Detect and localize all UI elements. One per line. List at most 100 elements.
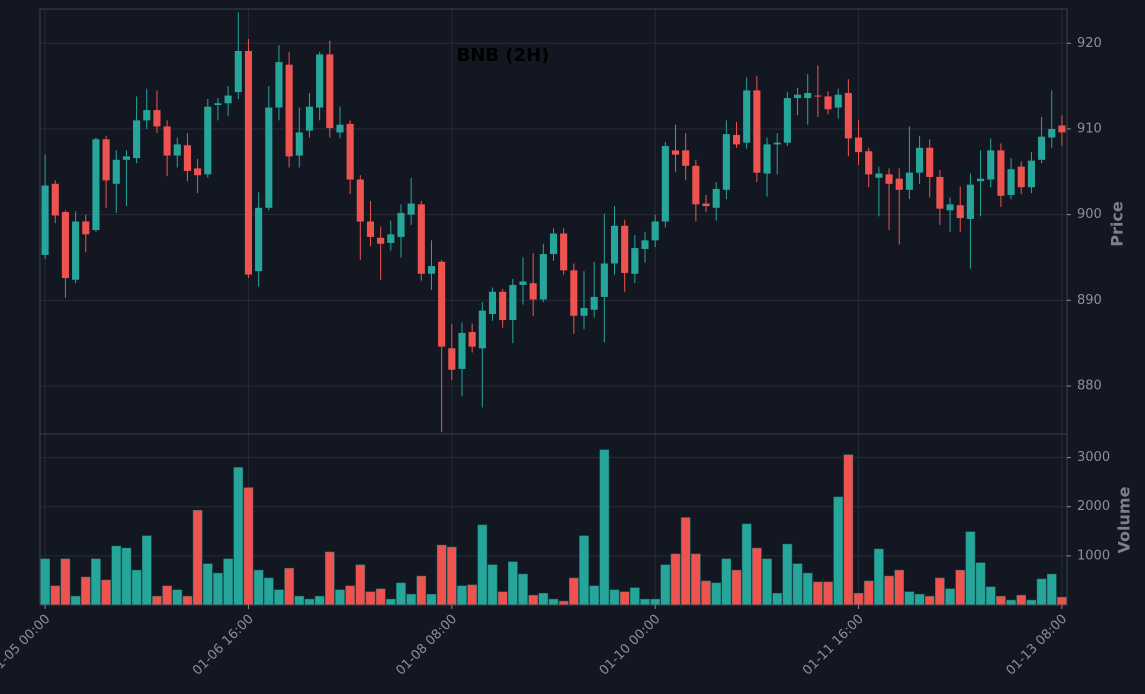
- volume-bar: [446, 546, 457, 606]
- candle-body: [204, 106, 212, 175]
- candle-body: [438, 261, 446, 347]
- candle-body: [600, 263, 608, 297]
- candle-body: [966, 184, 974, 219]
- volume-bar: [172, 589, 183, 606]
- candle-body: [926, 147, 934, 177]
- volume-bar: [904, 591, 915, 606]
- candle-body: [194, 168, 202, 176]
- candle-body: [356, 179, 364, 222]
- volume-bar: [40, 558, 50, 606]
- candle-body: [834, 94, 842, 108]
- volume-bar: [833, 496, 844, 606]
- volume-bar: [731, 569, 742, 606]
- volume-bar: [101, 579, 111, 606]
- volume-bar: [721, 558, 732, 606]
- candle-body: [936, 176, 944, 209]
- candle-body: [366, 221, 375, 237]
- volume-bar: [60, 558, 71, 606]
- candle-body: [173, 144, 181, 156]
- y-tick-label: 880: [1077, 379, 1102, 394]
- volume-bar: [131, 569, 142, 606]
- candle-body: [773, 142, 781, 145]
- volume-bar: [508, 561, 518, 606]
- candle-body: [112, 159, 120, 184]
- candle-body: [844, 92, 852, 139]
- y-tick-label: 910: [1077, 121, 1102, 136]
- volume-bar: [141, 535, 152, 606]
- candle-body: [51, 183, 59, 216]
- candle-body: [743, 90, 751, 143]
- volume-bar: [975, 562, 986, 606]
- candle-body: [61, 212, 69, 279]
- volume-bar: [1026, 599, 1037, 606]
- volume-bar: [914, 593, 925, 606]
- candle-body: [631, 248, 639, 274]
- candle-body: [814, 95, 822, 97]
- volume-bar: [365, 591, 376, 606]
- candle-body: [885, 174, 893, 184]
- candle-body: [326, 54, 334, 129]
- candle-body: [407, 203, 415, 215]
- volume-bar: [202, 563, 213, 606]
- candle-body: [183, 145, 191, 171]
- candle-body: [153, 110, 161, 127]
- candle-body: [163, 126, 171, 156]
- volume-bar: [985, 586, 996, 606]
- volume-bar: [50, 585, 61, 606]
- volume-bar: [294, 595, 305, 606]
- volume-bar: [701, 580, 711, 606]
- volume-bar: [955, 569, 966, 606]
- volume-bar: [945, 588, 955, 606]
- candle-body: [509, 284, 517, 321]
- volume-bar: [965, 531, 976, 606]
- volume-panel-frame: [39, 433, 1068, 606]
- volume-bar: [162, 585, 172, 606]
- volume-bar: [813, 581, 823, 606]
- volume-bar: [314, 595, 325, 606]
- volume-bar: [609, 589, 620, 606]
- candle-body: [783, 98, 791, 143]
- volume-bar: [630, 587, 640, 606]
- candle-body: [295, 132, 303, 156]
- volume-bar: [263, 577, 274, 606]
- volume-bar: [863, 580, 874, 606]
- volume-bar: [752, 547, 762, 606]
- candle-body: [92, 139, 100, 231]
- candle-body: [478, 310, 486, 349]
- volume-bar: [528, 594, 538, 606]
- candle-body: [285, 64, 293, 157]
- volume-bar: [894, 569, 905, 606]
- y-tick-label: 890: [1077, 293, 1102, 308]
- candle-body: [702, 203, 710, 207]
- candle-body: [427, 266, 436, 274]
- candle-body: [255, 207, 263, 272]
- volume-bar: [80, 576, 91, 606]
- volume-bar: [467, 584, 477, 606]
- volume-bar: [518, 573, 528, 606]
- volume-bar: [640, 598, 650, 606]
- volume-bar: [91, 558, 101, 606]
- volume-bar: [253, 569, 264, 606]
- candle-body: [234, 50, 242, 93]
- candle-body: [946, 204, 954, 211]
- volume-bar: [213, 572, 223, 606]
- volume-bar: [762, 558, 772, 606]
- volume-bar: [192, 509, 203, 606]
- candle-body: [377, 237, 385, 244]
- marks: [40, 12, 1067, 606]
- chart-title: BNB (2H): [457, 45, 550, 66]
- candle-body: [570, 270, 578, 316]
- volume-bar: [935, 577, 945, 606]
- volume-bar: [243, 487, 254, 606]
- volume-bar: [772, 592, 783, 606]
- volume-axis-title: Volume: [1115, 486, 1134, 553]
- volume-bar: [884, 575, 894, 606]
- candle-body: [804, 92, 812, 99]
- volume-bar: [792, 563, 803, 606]
- candle-body: [712, 188, 720, 208]
- candle-body: [336, 124, 344, 133]
- candle-body: [41, 185, 49, 255]
- candle-body: [468, 332, 476, 347]
- volume-bar: [569, 577, 579, 606]
- candle-body: [732, 134, 741, 145]
